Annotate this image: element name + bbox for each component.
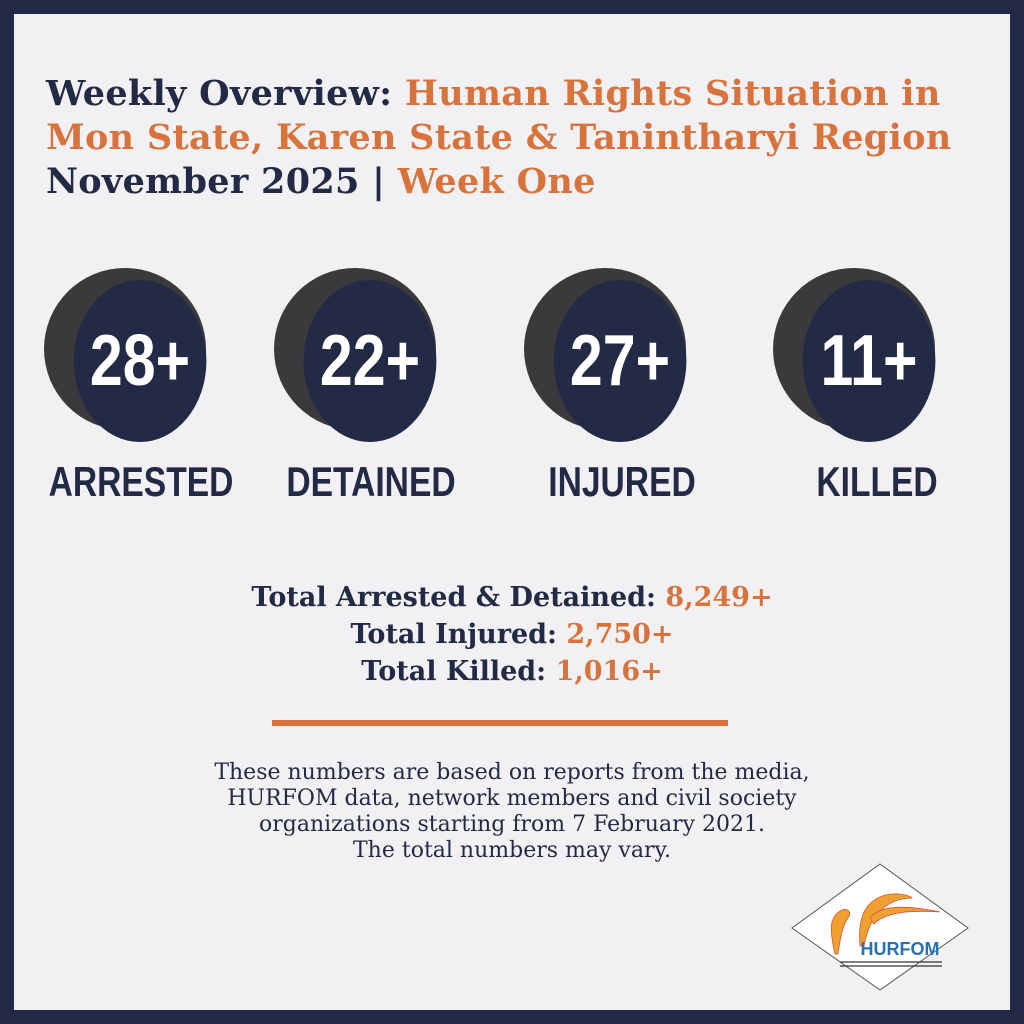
stat-value: 11+ xyxy=(802,280,936,442)
period: November 2025 | xyxy=(46,161,386,202)
week: Week One xyxy=(397,161,596,202)
stat-value: 27+ xyxy=(553,280,687,442)
divider xyxy=(272,720,728,726)
stat-arrested: 28+ xyxy=(44,268,244,468)
stat-value: 22+ xyxy=(303,280,437,442)
total-arrested-detained: Total Arrested & Detained: 8,249+ xyxy=(0,580,1024,616)
stat-detained: 22+ xyxy=(274,268,474,468)
stat-label: ARRESTED xyxy=(48,458,234,505)
title-highlight-1: Human Rights Situation in xyxy=(404,73,941,114)
title-prefix: Weekly Overview: xyxy=(46,73,393,114)
total-killed: Total Killed: 1,016+ xyxy=(0,654,1024,690)
total-value: 1,016+ xyxy=(555,656,663,687)
hurfom-logo: HURFOM xyxy=(791,863,969,991)
source-note: These numbers are based on reports from … xyxy=(0,760,1024,864)
total-label: Total Killed: xyxy=(361,656,547,687)
logo-text: HURFOM xyxy=(861,939,940,959)
page-title: Weekly Overview: Human Rights Situation … xyxy=(46,72,952,204)
stat-value: 28+ xyxy=(73,280,207,442)
title-highlight-2: Mon State, Karen State & Tanintharyi Reg… xyxy=(46,117,952,158)
stat-killed: 11+ xyxy=(773,268,973,468)
stat-injured: 27+ xyxy=(524,268,724,468)
note-line: organizations starting from 7 February 2… xyxy=(259,812,765,837)
total-value: 2,750+ xyxy=(566,619,674,650)
infographic-panel xyxy=(14,14,1010,1010)
note-line: The total numbers may vary. xyxy=(353,838,671,863)
stat-label: DETAINED xyxy=(286,458,456,505)
total-injured: Total Injured: 2,750+ xyxy=(0,617,1024,653)
note-line: HURFOM data, network members and civil s… xyxy=(227,786,797,811)
stat-label: KILLED xyxy=(816,458,938,505)
total-value: 8,249+ xyxy=(665,582,773,613)
note-line: These numbers are based on reports from … xyxy=(214,760,810,785)
total-label: Total Arrested & Detained: xyxy=(251,582,656,613)
total-label: Total Injured: xyxy=(350,619,557,650)
stat-label: INJURED xyxy=(548,458,696,505)
